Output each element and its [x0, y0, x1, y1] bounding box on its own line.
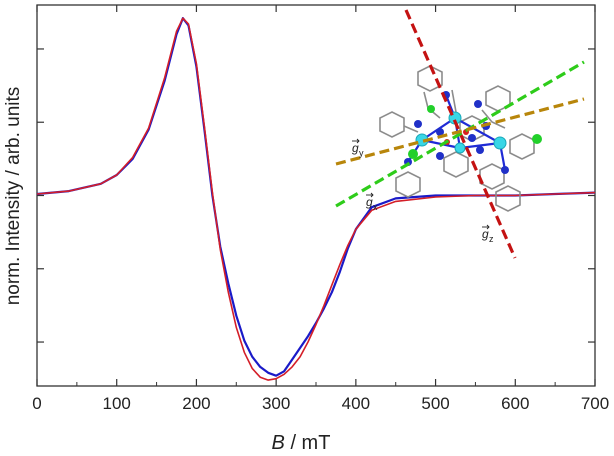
gx-subscript: x	[373, 202, 378, 212]
ligand-rings	[379, 65, 535, 212]
gy-axis-label: g y	[352, 138, 364, 158]
series-line-simulated	[36, 17, 596, 381]
gz-axis-label: g z	[482, 224, 494, 244]
gx-axis-label: g x	[366, 192, 378, 212]
x-tick-label: 0	[32, 394, 41, 413]
x-tick-label: 200	[182, 394, 210, 413]
x-tick-label: 700	[581, 394, 609, 413]
x-tick-label: 500	[421, 394, 449, 413]
series-line-experimental	[36, 17, 596, 377]
x-tick-label: 400	[342, 394, 370, 413]
gz-symbol: g	[482, 227, 489, 241]
x-tick-label: 300	[262, 394, 290, 413]
gz-subscript: z	[489, 234, 494, 244]
x-tick-label: 600	[501, 394, 529, 413]
gy-subscript: y	[359, 148, 364, 158]
molecule-inset: g y g x g z	[335, 9, 585, 259]
halide-atoms	[408, 105, 542, 159]
y-axis	[37, 48, 595, 343]
gx-symbol: g	[366, 195, 373, 209]
series-group	[36, 17, 596, 381]
x-tick-label: 100	[103, 394, 131, 413]
y-axis-title: norm. Intensity / arb. units	[3, 87, 24, 306]
x-axis-title-unit: / mT	[285, 432, 331, 454]
x-axis: 0 100 200 300 400 500 600 700	[32, 5, 609, 413]
x-axis-title-symbol: B	[272, 432, 285, 454]
gy-axis-line	[335, 97, 585, 166]
x-axis-title: B / mT	[272, 432, 331, 454]
gx-axis-line	[335, 60, 585, 208]
gy-symbol: g	[352, 141, 359, 155]
